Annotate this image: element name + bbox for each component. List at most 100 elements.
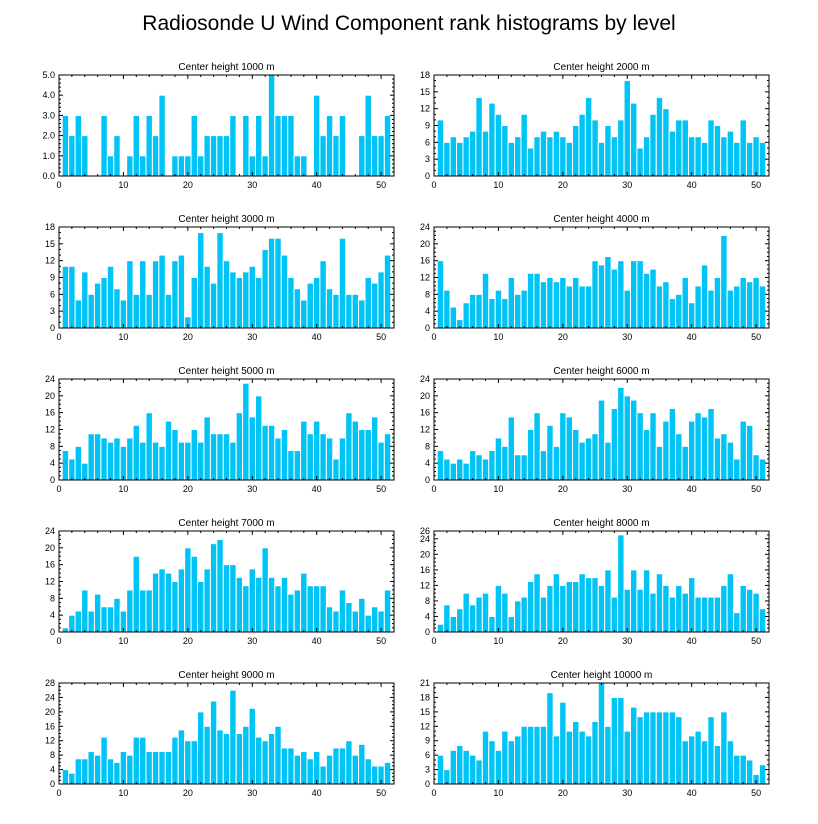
y-tick-label: 21 bbox=[420, 678, 430, 688]
y-tick-label: 12 bbox=[420, 425, 430, 435]
histogram-bar bbox=[468, 293, 477, 329]
histogram-bar bbox=[488, 615, 496, 633]
histogram-bar bbox=[209, 543, 218, 633]
histogram-bar bbox=[145, 293, 153, 329]
histogram-bar bbox=[267, 74, 276, 177]
y-tick-label: 3 bbox=[425, 765, 430, 775]
x-tick-label: 0 bbox=[56, 332, 61, 342]
histogram-bar bbox=[514, 735, 522, 785]
histogram-bar bbox=[171, 736, 179, 785]
histogram-bar bbox=[254, 395, 263, 481]
histogram-bar bbox=[229, 441, 237, 481]
histogram-bar bbox=[733, 285, 741, 329]
x-tick-label: 50 bbox=[751, 180, 761, 190]
histogram-bar bbox=[475, 96, 483, 177]
x-tick-label: 40 bbox=[687, 788, 697, 798]
histogram-bar bbox=[81, 135, 89, 177]
histogram-bar bbox=[597, 141, 606, 177]
y-tick-label: 0 bbox=[50, 627, 55, 637]
histogram-bar bbox=[675, 584, 683, 633]
y-tick-label: 0 bbox=[50, 323, 55, 333]
histogram-bar bbox=[520, 289, 528, 329]
histogram-bar bbox=[610, 596, 619, 633]
histogram-bar bbox=[229, 271, 237, 329]
histogram-bar bbox=[242, 725, 250, 785]
histogram-bar bbox=[132, 424, 141, 481]
histogram-bar bbox=[565, 416, 574, 481]
histogram-bar bbox=[520, 725, 528, 785]
histogram-bar bbox=[539, 725, 548, 785]
histogram-bar bbox=[539, 281, 548, 329]
histogram-bar bbox=[113, 437, 121, 481]
histogram-bar bbox=[370, 282, 379, 329]
histogram-bar bbox=[681, 277, 689, 329]
histogram-bar bbox=[668, 711, 677, 785]
y-tick-label: 4.0 bbox=[42, 90, 55, 100]
histogram-bar bbox=[280, 254, 289, 329]
histogram-bar bbox=[68, 458, 76, 481]
histogram-bar bbox=[726, 573, 735, 633]
histogram-bar bbox=[300, 155, 308, 177]
histogram-bar bbox=[617, 534, 625, 633]
histogram-bar bbox=[752, 136, 760, 177]
histogram-bar bbox=[745, 281, 754, 329]
histogram-bar bbox=[61, 450, 70, 481]
histogram-bar bbox=[578, 113, 586, 177]
histogram-bar bbox=[758, 141, 767, 177]
histogram-bar bbox=[623, 395, 631, 481]
x-tick-label: 20 bbox=[183, 484, 193, 494]
histogram-bar bbox=[449, 306, 458, 329]
histogram-bar bbox=[584, 735, 593, 785]
histogram-bar bbox=[222, 733, 231, 785]
y-tick-label: 20 bbox=[420, 549, 430, 559]
histogram-bar bbox=[649, 711, 657, 785]
histogram-bar bbox=[119, 445, 128, 481]
histogram-bar bbox=[209, 135, 218, 177]
figure-title: Radiosonde U Wind Component rank histogr… bbox=[142, 12, 675, 35]
histogram-bar bbox=[351, 293, 360, 329]
histogram-bar bbox=[642, 711, 651, 785]
histogram-bar bbox=[306, 758, 314, 785]
subplot-title: Center height 7000 m bbox=[178, 518, 274, 529]
histogram-bar bbox=[293, 288, 302, 329]
histogram-bar bbox=[584, 285, 593, 329]
histogram-bar bbox=[481, 592, 490, 633]
x-tick-label: 20 bbox=[558, 788, 568, 798]
x-tick-label: 10 bbox=[493, 788, 503, 798]
histogram-bar bbox=[739, 119, 747, 177]
histogram-bar bbox=[267, 733, 276, 785]
histogram-bar bbox=[312, 585, 321, 633]
histogram-bar bbox=[726, 740, 735, 785]
x-tick-label: 30 bbox=[622, 484, 632, 494]
histogram-bar bbox=[526, 429, 535, 481]
histogram-bar bbox=[501, 445, 509, 481]
histogram-bar bbox=[546, 584, 554, 633]
y-tick-label: 6 bbox=[50, 289, 55, 299]
histogram-bar bbox=[184, 441, 192, 481]
x-tick-label: 20 bbox=[183, 788, 193, 798]
histogram-bar bbox=[113, 135, 121, 177]
histogram-bar bbox=[132, 555, 141, 633]
histogram-bar bbox=[151, 572, 160, 633]
histogram-bar bbox=[758, 764, 767, 785]
x-tick-label: 0 bbox=[431, 332, 436, 342]
histogram-bar bbox=[338, 437, 347, 481]
histogram-bar bbox=[507, 141, 516, 177]
histogram-bar bbox=[481, 130, 490, 177]
histogram-bar bbox=[694, 412, 702, 481]
histogram-bar bbox=[242, 114, 250, 177]
y-tick-label: 24 bbox=[45, 526, 55, 536]
x-tick-label: 40 bbox=[687, 180, 697, 190]
histogram-bar bbox=[287, 114, 295, 177]
histogram-bar bbox=[758, 608, 767, 633]
y-tick-label: 12 bbox=[45, 256, 55, 266]
histogram-bar bbox=[74, 610, 83, 633]
histogram-bar bbox=[287, 277, 295, 329]
histogram-bar bbox=[119, 299, 128, 329]
y-tick-label: 20 bbox=[45, 543, 55, 553]
histogram-bar bbox=[106, 441, 115, 481]
histogram-bar bbox=[74, 114, 83, 177]
y-tick-label: 28 bbox=[45, 678, 55, 688]
histogram-bar bbox=[552, 445, 561, 481]
y-tick-label: 24 bbox=[45, 692, 55, 702]
